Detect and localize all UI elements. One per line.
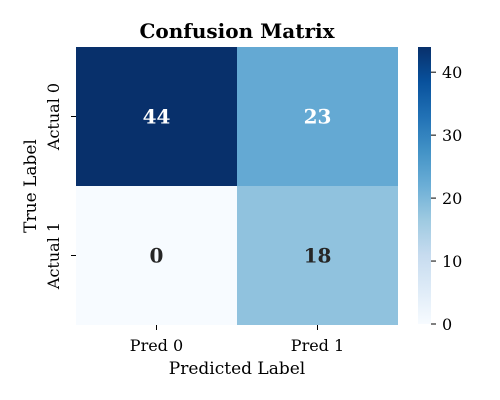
y-tick-label: Actual 0: [44, 83, 63, 151]
cell-value-label: 23: [304, 105, 332, 129]
chart-title: Confusion Matrix: [139, 19, 335, 43]
colorbar-tick-label: 0: [442, 315, 452, 334]
heatmap-cell: [237, 186, 398, 325]
heatmap-cell-labels: 44 23 0 18: [143, 105, 332, 268]
colorbar-tick-label: 20: [442, 189, 462, 208]
colorbar-ticks: 0 10 20 30 40: [431, 63, 462, 334]
heatmap-cells: [76, 47, 398, 325]
y-axis-ticks: Actual 0 Actual 1: [44, 83, 76, 290]
cell-value-label: 0: [150, 244, 164, 268]
x-tick-label: Pred 1: [291, 336, 344, 355]
cell-value-label: 44: [143, 105, 171, 129]
x-tick-label: Pred 0: [130, 336, 183, 355]
colorbar-tick-label: 40: [442, 63, 462, 82]
x-axis-label: Predicted Label: [169, 359, 305, 379]
x-axis-ticks: Pred 0 Pred 1: [130, 325, 344, 355]
y-axis-label: True Label: [21, 139, 41, 233]
heatmap-cell: [76, 186, 237, 325]
heatmap-cell: [76, 47, 237, 186]
colorbar-tick-label: 30: [442, 126, 462, 145]
y-tick-label: Actual 1: [44, 222, 63, 290]
colorbar-tick-label: 10: [442, 252, 462, 271]
heatmap-cell: [237, 47, 398, 186]
cell-value-label: 18: [304, 244, 332, 268]
colorbar: [418, 47, 431, 324]
